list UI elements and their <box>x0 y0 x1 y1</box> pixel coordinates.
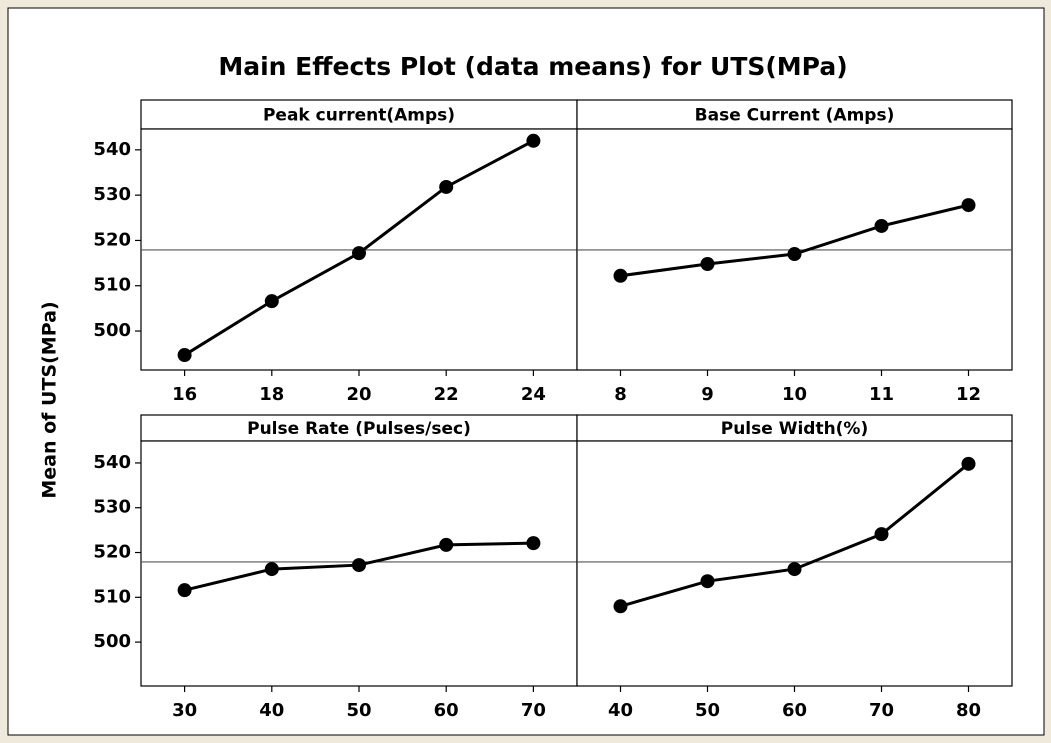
x-tick-label: 10 <box>782 384 807 405</box>
data-point <box>439 179 454 194</box>
y-tick-label: 530 <box>93 497 131 518</box>
data-point <box>264 562 279 577</box>
x-tick-label: 30 <box>172 700 197 721</box>
x-tick-label: 20 <box>346 384 371 405</box>
x-tick-label: 18 <box>259 384 284 405</box>
panel-title: Pulse Rate (Pulses/sec) <box>247 419 471 439</box>
data-point <box>961 198 976 213</box>
data-point <box>613 599 628 614</box>
x-tick-label: 8 <box>614 384 627 405</box>
x-tick-label: 60 <box>434 700 459 721</box>
panel-header <box>140 99 578 130</box>
y-axis-label: Mean of UTS(MPa) <box>39 301 61 498</box>
data-point <box>177 348 192 363</box>
x-tick-label: 24 <box>521 384 546 405</box>
x-tick-label: 70 <box>521 700 546 721</box>
data-point <box>787 247 802 262</box>
data-point <box>700 256 715 271</box>
y-tick-label: 500 <box>93 631 131 652</box>
data-point <box>961 456 976 471</box>
x-tick-label: 22 <box>434 384 459 405</box>
y-tick-label: 530 <box>93 184 131 205</box>
x-tick-label: 12 <box>956 384 981 405</box>
x-tick-label: 50 <box>346 700 371 721</box>
data-point <box>352 558 366 573</box>
y-tick-label: 500 <box>93 320 131 341</box>
panel-title: Peak current(Amps) <box>263 106 455 126</box>
y-tick-label: 540 <box>93 139 131 160</box>
data-point <box>874 527 889 542</box>
data-point <box>526 536 541 551</box>
x-tick-label: 70 <box>869 700 894 721</box>
panel-header <box>576 414 1013 442</box>
x-tick-label: 9 <box>701 384 714 405</box>
y-tick-label: 520 <box>93 542 131 563</box>
data-point <box>264 294 279 309</box>
data-point <box>439 537 454 552</box>
data-point <box>352 246 366 261</box>
x-tick-label: 40 <box>259 700 284 721</box>
data-point <box>787 562 802 577</box>
panel-header <box>576 99 1013 130</box>
data-point <box>874 218 889 233</box>
x-tick-label: 80 <box>956 700 981 721</box>
data-point <box>613 268 628 283</box>
y-tick-label: 540 <box>93 452 131 473</box>
x-tick-label: 16 <box>172 384 197 405</box>
x-tick-label: 60 <box>782 700 807 721</box>
panel-title: Pulse Width(%) <box>721 419 869 439</box>
x-tick-label: 40 <box>608 700 633 721</box>
chart-title: Main Effects Plot (data means) for UTS(M… <box>218 52 847 81</box>
y-tick-label: 520 <box>93 229 131 250</box>
y-tick-label: 510 <box>93 586 131 607</box>
data-point <box>526 133 541 148</box>
data-point <box>177 583 192 598</box>
panel-title: Base Current (Amps) <box>695 106 895 126</box>
x-tick-label: 50 <box>695 700 720 721</box>
x-tick-label: 11 <box>869 384 894 405</box>
y-tick-label: 510 <box>93 275 131 296</box>
data-point <box>700 574 715 589</box>
